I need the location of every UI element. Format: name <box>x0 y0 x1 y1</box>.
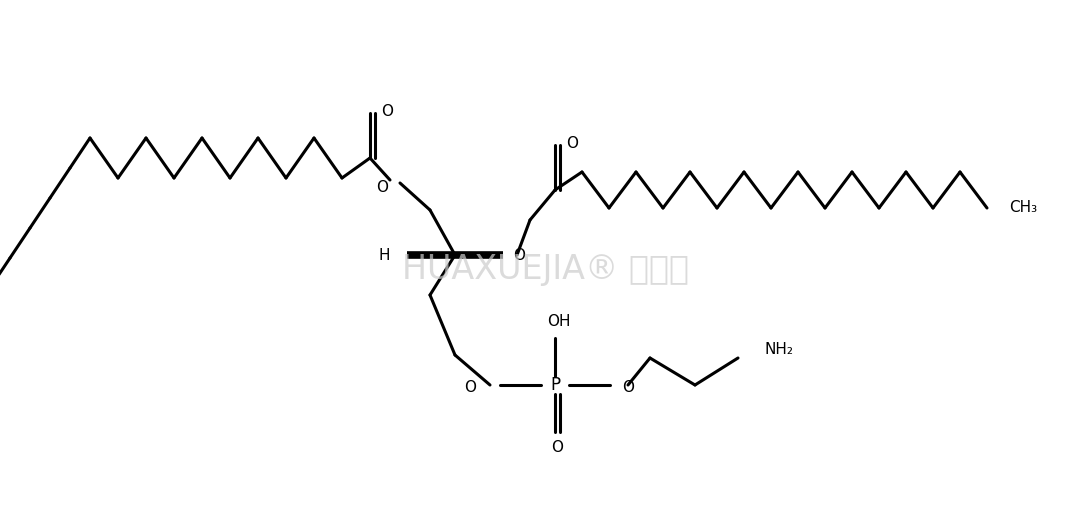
Text: HUAXUEJIA® 化学加: HUAXUEJIA® 化学加 <box>403 254 689 287</box>
Text: O: O <box>566 135 578 151</box>
Text: O: O <box>464 381 476 395</box>
Text: O: O <box>551 440 563 456</box>
Text: O: O <box>513 247 525 263</box>
Text: OH: OH <box>547 313 571 328</box>
Text: NH₂: NH₂ <box>764 343 793 358</box>
Text: O: O <box>381 104 393 119</box>
Text: P: P <box>550 376 560 394</box>
Text: O: O <box>376 179 388 195</box>
Text: O: O <box>622 381 634 395</box>
Text: CH₃: CH₃ <box>1009 200 1037 215</box>
Text: H: H <box>379 247 390 263</box>
